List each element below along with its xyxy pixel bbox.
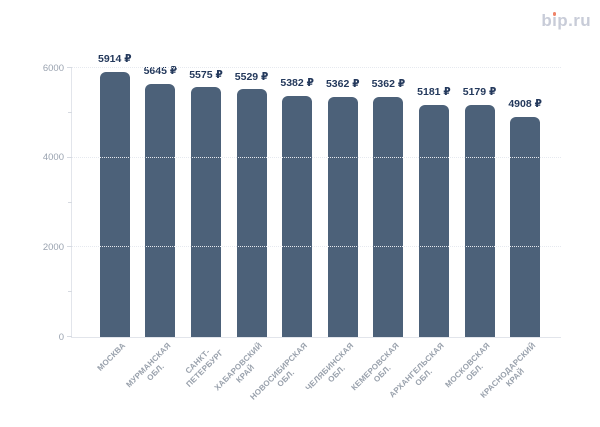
bar-group: 5575 ₽ САНКТ- ПЕТЕРБУРГ: [183, 68, 229, 389]
bar-value-label: 5362 ₽: [325, 78, 360, 91]
bar-3[interactable]: [190, 87, 221, 337]
y-axis-label-2000: 2000: [42, 241, 64, 253]
bar-1[interactable]: [99, 71, 130, 337]
bar-6[interactable]: [327, 96, 358, 337]
bar-group: 5179 ₽ МОСКОВСКАЯ ОБЛ.: [444, 68, 503, 389]
bar-value-label: 5382 ₽: [280, 77, 314, 90]
bar-4[interactable]: [236, 89, 267, 337]
x-axis-label: МОСКВА: [95, 341, 128, 373]
x-axis-label: МУРМАНСКАЯ ОБЛ.: [124, 341, 173, 390]
bar-value-label: 5575 ₽: [189, 68, 223, 81]
y-axis-label-4000: 4000: [42, 151, 64, 163]
y-axis-tick-0: [67, 336, 72, 337]
y-axis-minor-tick-3000: [68, 201, 72, 203]
bar-group: 5529 ₽ ХАБАРОВСКИЙ КРАЙ: [213, 68, 275, 393]
bar-value-label: 5914 ₽: [98, 53, 132, 66]
brand-logo[interactable]: bı p.ru: [541, 11, 591, 30]
bar-value-label: 5179 ₽: [462, 86, 497, 99]
y-axis-minor-tick-5000: [68, 111, 72, 113]
bar-value-label: 5529 ₽: [234, 70, 269, 83]
y-axis-tick-2000: [67, 246, 72, 248]
bar-group: 5362 ₽ КЕМЕРОВСКАЯ ОБЛ.: [349, 68, 412, 392]
bar-group: 5382 ₽ НОВОСИБИРСКАЯ ОБЛ.: [249, 68, 320, 401]
bar-value-label: 4908 ₽: [508, 98, 542, 111]
y-axis-label-0: 0: [58, 331, 64, 343]
bars-layer: 5914 ₽ МОСКВА 5645 ₽ МУРМАНСКАЯ ОБЛ. 5575 ₽ СА…: [72, 54, 561, 401]
bar-group: 4908 ₽ КРАСНОДАРСКИЙ КРАЙ: [479, 68, 548, 399]
bar-value-label: 5362 ₽: [371, 78, 406, 91]
bar-7[interactable]: [373, 96, 404, 337]
logo-letter-i: ı: [552, 11, 558, 30]
bar-group: 5645 ₽ МУРМАНСКАЯ ОБЛ.: [124, 65, 184, 389]
bar-9[interactable]: [464, 104, 495, 337]
bar-group: 5914 ₽ МОСКВА: [92, 54, 138, 372]
logo-i-dot: [552, 12, 557, 16]
bar-2[interactable]: [145, 83, 176, 337]
y-axis-minor-tick-1000: [68, 291, 72, 293]
bar-8[interactable]: [418, 104, 449, 337]
bar-group: 5362 ₽ ЧЕЛЯБИНСКАЯ ОБЛ.: [304, 68, 366, 393]
bar-value-label: 5645 ₽: [143, 65, 178, 78]
y-axis-tick-4000: [67, 156, 72, 158]
bar-group: 5181 ₽ АРХАНГЕЛЬСКАЯ ОБЛ.: [388, 68, 457, 399]
y-axis-tick-6000: [67, 67, 72, 68]
bar-5[interactable]: [282, 95, 313, 337]
plot-area: 5914 ₽ МОСКВА 5645 ₽ МУРМАНСКАЯ ОБЛ. 5575 ₽ СА…: [43, 54, 561, 402]
y-axis-label-6000: 6000: [42, 62, 64, 74]
bar-10[interactable]: [510, 116, 541, 337]
bar-value-label: 5181 ₽: [417, 86, 451, 99]
